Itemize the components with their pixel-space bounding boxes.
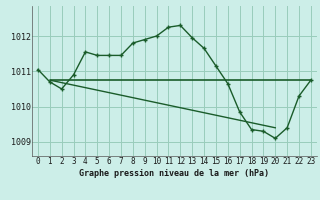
X-axis label: Graphe pression niveau de la mer (hPa): Graphe pression niveau de la mer (hPa) <box>79 169 269 178</box>
